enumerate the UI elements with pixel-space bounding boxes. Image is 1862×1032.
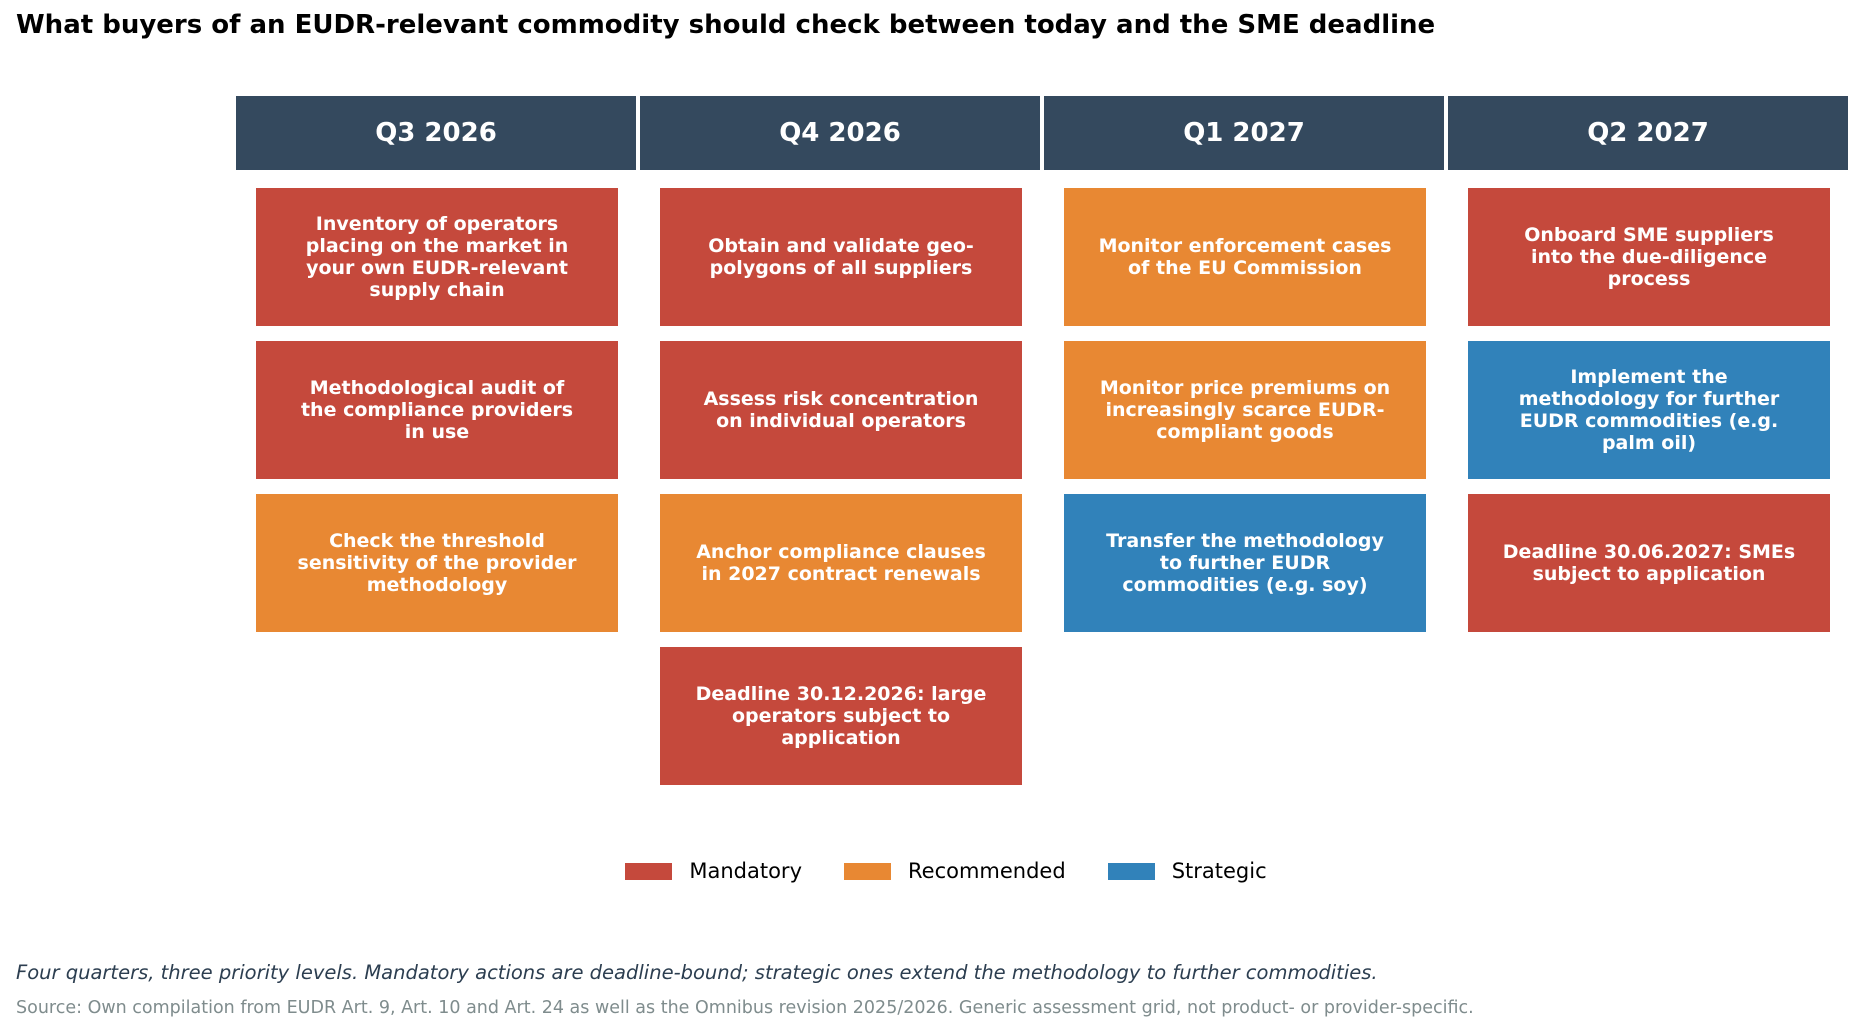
deadline-card: Deadline 30.12.2026: large operators sub… (660, 647, 1022, 785)
action-card: Monitor enforcement cases of the EU Comm… (1064, 188, 1426, 326)
action-card-text: Assess risk concentration on individual … (703, 388, 979, 432)
action-card-text: Onboard SME suppliers into the due-dilig… (1524, 224, 1774, 290)
legend-swatch-recommended (844, 862, 891, 880)
column-header-q2-2027: Q2 2027 (1448, 96, 1848, 170)
deadline-card: Deadline 30.06.2027: SMEs subject to app… (1468, 494, 1830, 632)
page-title: What buyers of an EUDR-relevant commodit… (16, 10, 1436, 40)
action-card-text: Check the threshold sensitivity of the p… (297, 530, 577, 596)
action-card: Onboard SME suppliers into the due-dilig… (1468, 188, 1830, 326)
column-header-q1-2027: Q1 2027 (1044, 96, 1444, 170)
action-card: Monitor price premiums on increasingly s… (1064, 341, 1426, 479)
legend-item-mandatory: Mandatory (625, 856, 802, 886)
action-card: Obtain and validate geo-polygons of all … (660, 188, 1022, 326)
action-card-text: Monitor enforcement cases of the EU Comm… (1098, 235, 1392, 279)
action-card-text: Anchor compliance clauses in 2027 contra… (696, 541, 986, 585)
legend-swatch-mandatory (625, 862, 673, 880)
action-card-text: Implement the methodology for further EU… (1518, 366, 1780, 454)
legend-label: Mandatory (689, 859, 802, 883)
action-card: Transfer the methodology to further EUDR… (1064, 494, 1426, 632)
column-header-q4-2026: Q4 2026 (640, 96, 1040, 170)
action-card-text: Inventory of operators placing on the ma… (305, 213, 569, 301)
action-card-text: Monitor price premiums on increasingly s… (1099, 377, 1391, 443)
legend: Mandatory Recommended Strategic (0, 856, 1862, 886)
action-card: Check the threshold sensitivity of the p… (256, 494, 618, 632)
action-card: Methodological audit of the compliance p… (256, 341, 618, 479)
action-card-text: Transfer the methodology to further EUDR… (1106, 530, 1384, 596)
figure-caption: Four quarters, three priority levels. Ma… (16, 961, 1378, 984)
legend-label: Recommended (908, 859, 1066, 883)
action-card-text: Deadline 30.12.2026: large operators sub… (695, 683, 987, 749)
action-card-text: Methodological audit of the compliance p… (300, 377, 574, 443)
legend-item-recommended: Recommended (844, 856, 1066, 886)
action-card-text: Deadline 30.06.2027: SMEs subject to app… (1502, 541, 1796, 585)
legend-label: Strategic (1171, 859, 1267, 883)
action-card: Inventory of operators placing on the ma… (256, 188, 618, 326)
column-header-q3-2026: Q3 2026 (236, 96, 636, 170)
source-note: Source: Own compilation from EUDR Art. 9… (16, 998, 1474, 1018)
legend-item-strategic: Strategic (1107, 856, 1267, 886)
action-card: Implement the methodology for further EU… (1468, 341, 1830, 479)
action-card: Anchor compliance clauses in 2027 contra… (660, 494, 1022, 632)
action-card: Assess risk concentration on individual … (660, 341, 1022, 479)
action-card-text: Obtain and validate geo-polygons of all … (708, 235, 974, 279)
legend-swatch-strategic (1107, 862, 1155, 880)
